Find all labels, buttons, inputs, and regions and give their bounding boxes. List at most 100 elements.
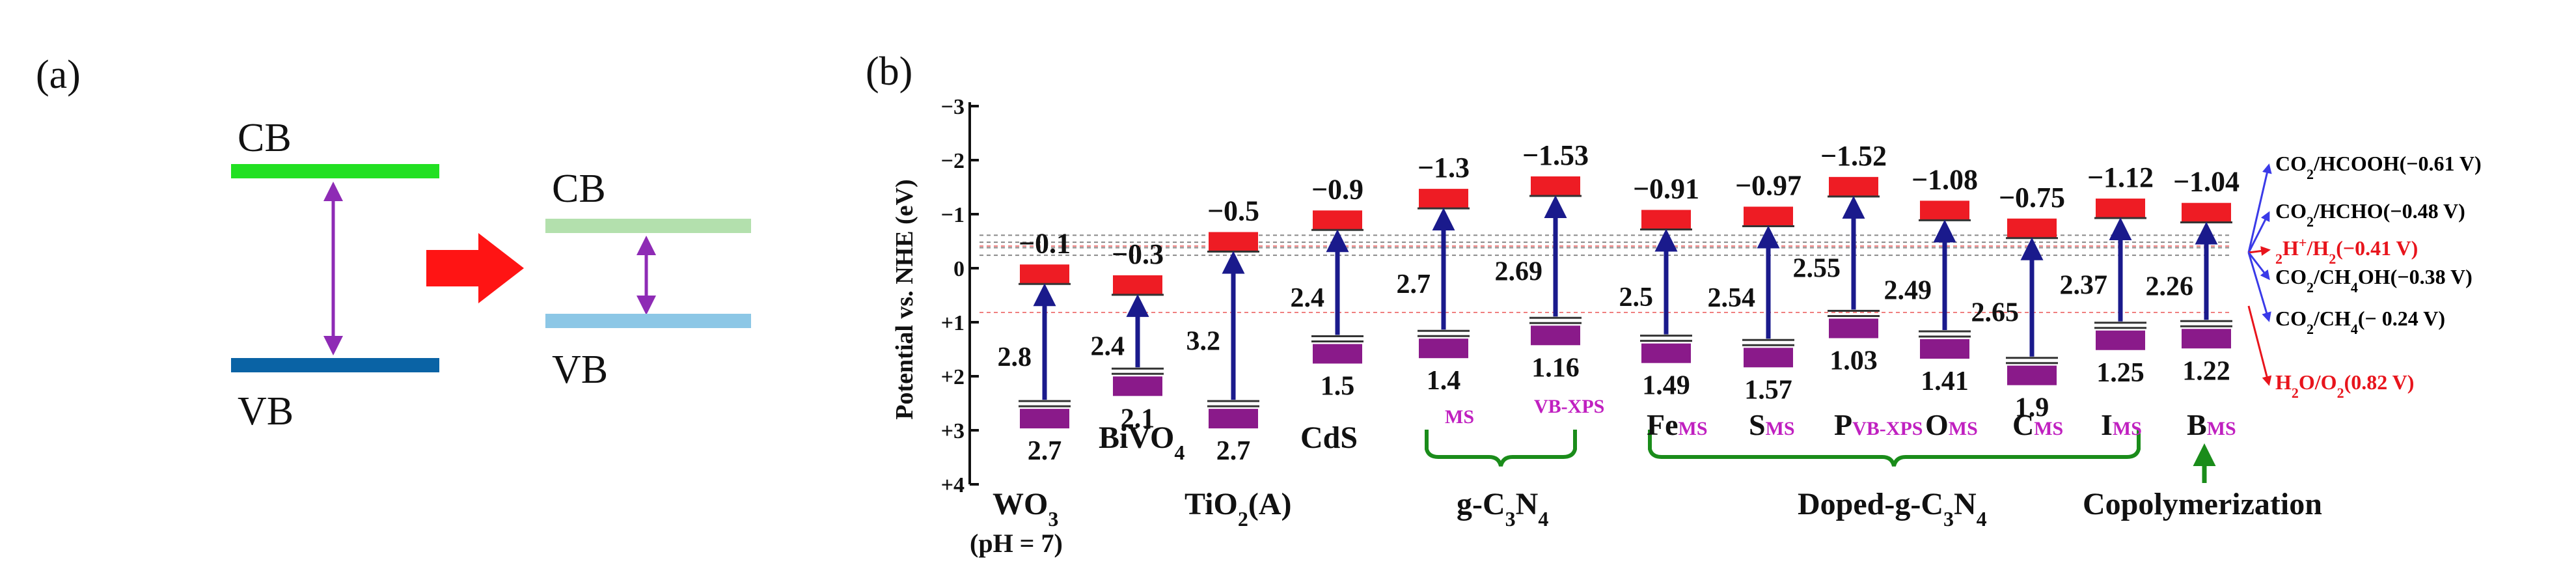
cb-bar	[2096, 199, 2145, 219]
material-group: −1.52 2.55 1.03	[1793, 140, 1887, 376]
gap-value-label: 2.49	[1884, 276, 1932, 306]
cb-bar	[1641, 210, 1691, 230]
transition-arrow	[426, 233, 524, 303]
redox-pointer	[2248, 246, 2271, 256]
redox-label: CO2/HCHO(−0.48 V)	[2275, 199, 2465, 230]
material-group: −0.1 2.8 2.7	[998, 227, 1071, 466]
panel-a: (a) CB VB CB VB	[36, 53, 751, 434]
dopant-label: CMS	[2012, 408, 2063, 441]
redox-label: CO2/CH4(− 0.24 V)	[2275, 307, 2445, 337]
cb-value-label: −0.9	[1311, 173, 1363, 205]
vb-value-label: 1.25	[2096, 358, 2144, 388]
material-group: −0.91 2.5 1.49	[1619, 173, 1700, 400]
y-tick-label: −3	[941, 95, 965, 119]
label-bivo4-text: BiVO4	[1099, 421, 1185, 464]
redox-label: 2H+/H2(−0.41 V)	[2275, 234, 2418, 267]
dopant-label: OMS	[1925, 408, 1978, 441]
vb-bar	[1020, 409, 1069, 429]
material-group: −1.53 2.69 1.16	[1495, 139, 1589, 383]
dopant-label: IMS	[2101, 408, 2142, 441]
vb-value-label: 1.4	[1427, 366, 1461, 396]
cb-bar	[1531, 176, 1580, 197]
cb-value-label: −0.5	[1207, 195, 1259, 227]
cb-value-label: −0.91	[1633, 173, 1699, 204]
gcn-bracket	[1425, 430, 1577, 467]
vb-value-label: 1.22	[2182, 356, 2230, 386]
vb-value-label: 2.7	[1216, 436, 1251, 466]
cb-bar	[1419, 189, 1468, 209]
redox-reference-lines	[980, 234, 2232, 314]
material-group: −1.12 2.37 1.25	[2060, 161, 2154, 388]
redox-pointer	[2247, 252, 2270, 281]
label-doped-text: Doped-g-C3N4	[1798, 487, 1987, 531]
material-group: −0.3 2.4 2.1	[1091, 238, 1164, 434]
dopant-label: BMS	[2187, 408, 2236, 441]
redox-pointer	[2247, 252, 2271, 322]
y-tick-label: +1	[941, 311, 965, 335]
left-cb-label: CB	[238, 116, 292, 160]
material-group: −1.04 2.26 1.22	[2146, 166, 2240, 387]
right-cb-label: CB	[552, 167, 606, 211]
vb-bar	[1209, 409, 1258, 429]
y-tick-label: +3	[941, 419, 965, 443]
vb-bar	[1313, 344, 1362, 364]
cb-value-label: −1.08	[1911, 163, 1978, 195]
cb-value-label: −1.3	[1418, 152, 1470, 184]
material-group: −0.75 2.65 1.9	[1971, 182, 2066, 423]
cb-bar	[1313, 210, 1362, 230]
redox-label: CO2/HCOOH(−0.61 V)	[2275, 152, 2482, 182]
gap-value-label: 2.7	[1397, 269, 1431, 299]
vb-bar	[2182, 329, 2231, 349]
left-cb-bar	[231, 164, 439, 178]
gap-value-label: 2.4	[1091, 332, 1125, 362]
left-vb-label: VB	[238, 389, 294, 434]
vb-bar	[1920, 339, 1969, 359]
y-tick-label: +4	[941, 473, 965, 497]
gap-value-label: 2.55	[1793, 254, 1841, 284]
cb-bar	[1744, 206, 1793, 227]
vb-value-label: 1.41	[1921, 366, 1969, 396]
vb-value-label: 1.03	[1829, 346, 1878, 376]
cb-value-label: −1.52	[1820, 140, 1887, 172]
right-vb-label: VB	[552, 348, 608, 392]
vb-value-label: 1.16	[1531, 353, 1580, 383]
label-tio2: TiO2(A)	[1185, 487, 1291, 531]
cb-value-label: −1.53	[1522, 139, 1589, 171]
dopant-label: SMS	[1749, 408, 1795, 441]
y-tick-label: −1	[941, 203, 965, 227]
gap-value-label: 2.69	[1495, 257, 1543, 287]
label-ph: (pH = 7)	[970, 529, 1063, 558]
gap-value-label: 2.8	[998, 342, 1032, 372]
gap-value-label: 2.54	[1708, 283, 1756, 313]
vb-value-label: 1.5	[1321, 372, 1355, 402]
dopant-labels: FeMS SMS PVB-XPS OMS CMS IMS BMS	[1647, 408, 2236, 441]
vb-bar	[2096, 330, 2145, 350]
cb-bar	[1920, 200, 1969, 221]
vb-bar	[1744, 348, 1793, 368]
gap-value-label: 2.65	[1971, 298, 2020, 328]
label-tio2-text: TiO2(A)	[1185, 487, 1291, 531]
cb-value-label: −0.75	[1999, 182, 2065, 214]
dopant-label: FeMS	[1647, 408, 1708, 441]
right-cb-bar	[545, 219, 751, 233]
label-wo3: WO3	[993, 487, 1058, 531]
right-vb-bar	[545, 314, 751, 328]
y-tick-label: 0	[953, 257, 965, 281]
label-wo3-text: WO3	[993, 487, 1058, 531]
cb-bar	[1113, 275, 1162, 295]
label-gcn: g-C3N4	[1457, 487, 1548, 531]
y-tick-label: −2	[941, 149, 965, 173]
vb-bar	[1829, 318, 1878, 338]
materials: −0.1 2.8 2.7 −0.3 2.4 2.1 −0.5 3.2 2.7 −0.9 2.4 1.5…	[998, 139, 2240, 466]
panel-b: (b) Potential vs. NHE (eV) −3 −2 −1 0 +1 +2 +3…	[866, 49, 2482, 558]
cb-bar	[1020, 264, 1069, 284]
label-ms: MS	[1445, 406, 1474, 428]
panel-b-label: (b)	[866, 49, 912, 94]
vb-bar	[2007, 365, 2057, 385]
material-group: −1.3 2.7 1.4	[1397, 152, 1470, 396]
material-group: −0.97 2.54 1.57	[1708, 169, 1802, 405]
material-group: −0.5 3.2 2.7	[1186, 195, 1260, 467]
redox-pointer	[2247, 163, 2272, 253]
vb-bar	[1419, 338, 1468, 359]
